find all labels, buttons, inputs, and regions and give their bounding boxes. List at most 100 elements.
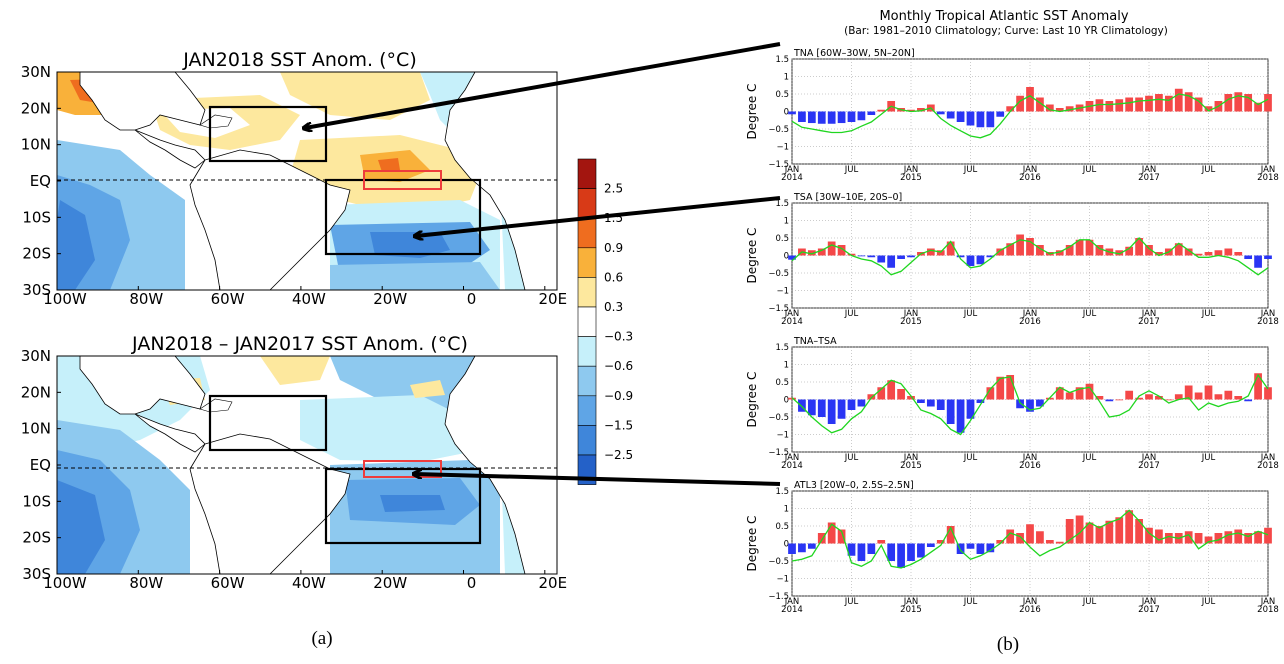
africa-land	[444, 72, 557, 290]
colorbar-label: −0.3	[604, 330, 633, 344]
ts-bar	[1065, 106, 1074, 112]
colorbar-segment	[577, 425, 597, 456]
tna-box-a	[208, 105, 328, 163]
ts-ytick: 0.5	[775, 234, 789, 244]
ts-bar	[956, 255, 965, 258]
ts-bar	[1055, 108, 1064, 112]
map-a-lat-tick: 20S	[22, 245, 51, 263]
ts-xtick-month: JUL	[963, 165, 978, 175]
ts-bar	[1055, 541, 1064, 544]
ts-xtick-month: JAN	[903, 597, 919, 607]
ts-chart-title: TSA [30W–10E, 20S–0]	[793, 192, 902, 203]
ts-bar	[1214, 533, 1223, 544]
ts-bar	[986, 387, 995, 400]
ts-bar	[877, 255, 886, 263]
ts-bar	[966, 255, 975, 266]
ts-bar	[1184, 531, 1193, 544]
colorbar: 2.51.50.90.60.3−0.3−0.6−0.9−1.5−2.5	[577, 158, 633, 485]
map-panel-b: JAN2018 – JAN2017 SST Anom. (°C)	[56, 333, 558, 575]
ts-xtick-month: JUL	[1082, 309, 1097, 319]
ts-xtick-month: JAN	[784, 165, 800, 175]
ts-bar	[897, 389, 905, 400]
ts-bar	[837, 245, 846, 256]
ts-xtick-month: JAN	[1260, 453, 1276, 463]
map-panel-a: JAN2018 SST Anom. (°C)	[56, 49, 558, 291]
ts-bar	[1065, 519, 1074, 544]
ts-bar	[1264, 387, 1272, 400]
ts-bar	[857, 543, 866, 561]
ts-subtitle: (Bar: 1981–2010 Climatology; Curve: Last…	[844, 25, 1168, 37]
map-a-lon-tick: 80W	[129, 290, 163, 308]
ts-bar	[1145, 527, 1153, 544]
colorbar-label: 0.6	[604, 270, 623, 284]
south-america-land	[189, 149, 351, 290]
ts-bar	[897, 543, 905, 568]
ts-ytick: −0.5	[768, 269, 789, 279]
ts-bar	[1244, 533, 1253, 544]
ts-xtick-month: JAN	[1260, 309, 1276, 319]
ts-bar	[1036, 399, 1044, 407]
ts-chart-title: TNA–TSA	[793, 336, 837, 347]
ts-bar	[1204, 106, 1213, 112]
ts-xtick-year: 2018	[1257, 317, 1279, 327]
map-a-lon-tick: 20W	[373, 290, 407, 308]
ts-bar	[837, 399, 846, 419]
ts-xtick-year: 2018	[1257, 605, 1279, 615]
ts-bar	[827, 241, 836, 256]
ts-bar	[877, 387, 886, 400]
ts-bar	[1065, 392, 1074, 400]
ts-bar	[1174, 88, 1183, 112]
map-a-lat-tick: 10S	[22, 208, 51, 226]
ts-bar	[966, 111, 975, 126]
map-a-lat-tick: 30N	[21, 63, 51, 81]
ts-bar	[817, 111, 826, 124]
ts-bar	[877, 109, 886, 112]
ts-bar	[966, 543, 975, 549]
ts-bar	[1065, 245, 1074, 256]
colorbar-label: −1.5	[604, 418, 633, 432]
map-b-lon-tick: 60W	[211, 574, 245, 592]
ts-xtick-year: 2017	[1138, 605, 1160, 615]
map-b-lat-tick: 30S	[22, 565, 51, 583]
ts-bar	[1254, 373, 1262, 400]
ts-chart-title: TNA [60W–30W, 5N–20N]	[793, 48, 915, 59]
ts-bar	[807, 399, 816, 416]
map-a-lon-tick: 100W	[43, 290, 87, 308]
ts-ylabel: Degree C	[745, 372, 759, 428]
map-b-lon-tick: 100W	[43, 574, 87, 592]
atl3-box-b	[363, 460, 442, 478]
ts-bar	[956, 543, 965, 554]
ts-xtick-year: 2014	[781, 317, 803, 327]
ts-bar	[976, 543, 985, 554]
tsa-box-b	[324, 467, 482, 545]
ts-xtick-year: 2018	[1257, 173, 1279, 183]
ts-ytick: −0.5	[768, 125, 789, 135]
ts-xtick-month: JAN	[1022, 597, 1038, 607]
ts-ytick: 1	[784, 361, 789, 371]
colorbar-segment	[577, 365, 597, 397]
ts-bar	[936, 250, 945, 256]
ts-xtick-year: 2015	[900, 173, 922, 183]
ts-xtick-month: JUL	[963, 597, 978, 607]
ts-xtick-year: 2016	[1019, 173, 1041, 183]
ts-bar	[798, 399, 806, 412]
ts-bar	[1184, 248, 1193, 256]
ts-xtick-month: JAN	[1260, 597, 1276, 607]
ts-bar	[1145, 394, 1153, 400]
ts-bar	[1264, 527, 1272, 544]
ts-bar	[936, 111, 945, 115]
ts-xtick-month: JAN	[903, 309, 919, 319]
ts-bar	[1164, 399, 1173, 401]
ts-bar	[807, 250, 816, 256]
ts-bar	[1016, 399, 1024, 409]
ts-xtick-year: 2014	[781, 173, 803, 183]
ts-bar	[1105, 520, 1114, 544]
ts-bar	[1135, 238, 1143, 256]
ts-ytick: 0	[784, 540, 789, 550]
ts-bar	[956, 111, 965, 122]
ts-ytick: 0	[784, 396, 789, 406]
colorbar-label: −2.5	[604, 448, 633, 462]
ts-bar	[1254, 102, 1262, 112]
ts-bar	[996, 248, 1005, 256]
ts-xtick-month: JUL	[1201, 309, 1216, 319]
